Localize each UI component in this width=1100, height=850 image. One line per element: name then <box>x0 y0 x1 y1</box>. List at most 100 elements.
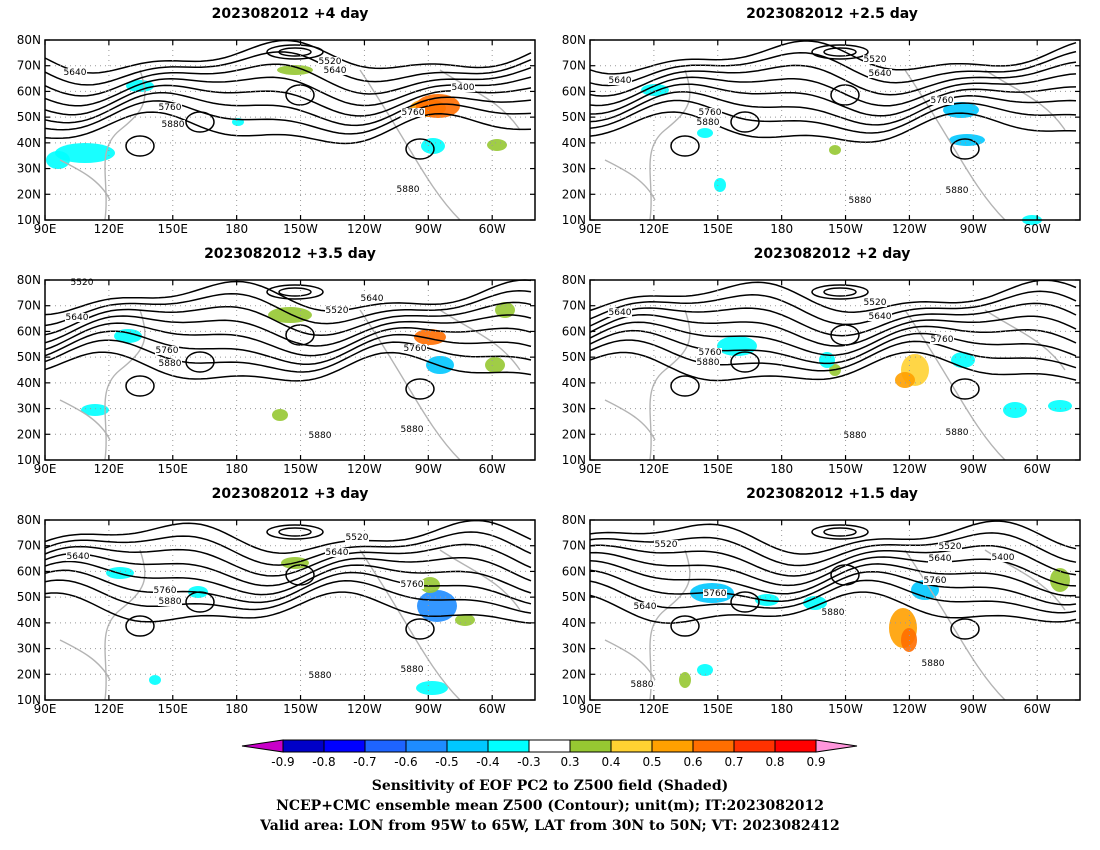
lon-label: 90E <box>34 702 57 716</box>
contour-label-bg <box>161 120 185 129</box>
z500-contour <box>44 339 532 373</box>
lon-label: 180 <box>770 222 793 236</box>
plot-area <box>45 520 535 700</box>
z500-closed-contour <box>285 324 315 346</box>
z500-contour <box>589 279 1077 313</box>
z500-contour <box>589 351 1077 382</box>
z500-contour <box>44 289 532 327</box>
plot-frame <box>589 279 1081 461</box>
lat-label: 20N <box>17 187 41 201</box>
lat-label: 20N <box>562 427 586 441</box>
sensitivity-shading <box>485 357 505 373</box>
contour-label-bg <box>698 348 722 357</box>
contour-label: 5520 <box>319 57 342 67</box>
contour-label: 5880 <box>922 659 945 669</box>
z500-contour <box>589 329 1077 365</box>
contour-label: 5880 <box>844 431 867 441</box>
sensitivity-shading <box>417 590 457 622</box>
contour-label: 5880 <box>849 196 872 206</box>
coastline <box>359 69 461 221</box>
contour-label: 5880 <box>162 120 185 130</box>
contour-label: 5520 <box>864 55 887 65</box>
contour-label: 5400 <box>992 553 1015 563</box>
colorbar-label: 0.7 <box>724 755 743 769</box>
plot-frame <box>589 39 1081 221</box>
lon-label: 150E <box>158 222 189 236</box>
contour-label: 5640 <box>929 554 952 564</box>
lon-label: 150E <box>703 222 734 236</box>
map-panel-3: 5640552056405760588057605880588080N70N60… <box>562 273 1081 476</box>
z500-closed-contour <box>950 138 980 160</box>
contour-label: 5880 <box>631 680 654 690</box>
panel-title-2: 2023082012 +3.5 day <box>204 246 376 262</box>
contour-label: 5880 <box>697 358 720 368</box>
colorbar-label: 0.3 <box>560 755 579 769</box>
sensitivity-shading <box>81 404 109 416</box>
lat-label: 30N <box>17 402 41 416</box>
z500-low-contour <box>823 287 857 297</box>
lon-label: 60W <box>1024 222 1051 236</box>
contour-label: 5880 <box>309 431 332 441</box>
caption-line-3: Valid area: LON from 95W to 65W, LAT fro… <box>260 818 840 834</box>
lon-label: 60W <box>479 462 506 476</box>
contour-label: 5640 <box>609 308 632 318</box>
contour-label: 5640 <box>609 76 632 86</box>
plot-frame <box>589 519 1081 701</box>
lat-label: 60N <box>562 324 586 338</box>
z500-contour <box>44 569 532 605</box>
coastline <box>104 309 146 461</box>
contour-label: 5760 <box>931 96 954 106</box>
lon-label: 150W <box>283 462 318 476</box>
contour-label-bg <box>654 540 678 549</box>
lat-label: 10N <box>562 693 586 707</box>
z500-closed-contour <box>285 84 315 106</box>
z500-closed-contour <box>405 618 435 640</box>
contour-label: 5520 <box>655 540 678 550</box>
colorbar-box <box>446 739 489 753</box>
z500-contour <box>44 531 532 566</box>
z500-contour <box>589 313 1077 347</box>
z500-closed-contour <box>730 351 760 373</box>
z500-closed-contour <box>185 111 215 133</box>
lon-label: 120E <box>94 702 125 716</box>
figure-caption: Sensitivity of EOF PC2 to Z500 field (Sh… <box>0 776 1100 836</box>
lon-label: 180 <box>770 702 793 716</box>
sensitivity-shading <box>679 672 691 688</box>
contour-label-bg <box>70 278 94 287</box>
sensitivity-shading <box>1050 568 1070 592</box>
lat-label: 80N <box>562 513 586 527</box>
contour-label-bg <box>945 186 969 195</box>
contour-label: 5400 <box>452 83 475 93</box>
lat-label: 60N <box>17 564 41 578</box>
lon-label: 150E <box>703 702 734 716</box>
contour-label-bg <box>153 586 177 595</box>
contour-label: 5520 <box>71 278 94 288</box>
colorbar-box <box>528 739 571 753</box>
lon-label: 120W <box>892 222 927 236</box>
colorbar-label: 0.6 <box>683 755 702 769</box>
coastline <box>59 399 111 441</box>
contour-label-bg <box>848 196 872 205</box>
contour-label-bg <box>308 671 332 680</box>
lat-label: 70N <box>562 539 586 553</box>
contour-label-bg <box>403 344 427 353</box>
colorbar-label: -0.4 <box>476 755 499 769</box>
contour-label: 5880 <box>397 185 420 195</box>
contour-label-bg <box>930 96 954 105</box>
lon-label: 120W <box>892 462 927 476</box>
lon-label: 90W <box>415 462 442 476</box>
map-panel-5: 5520 5520 5640 5400 5640 5760 5880 5760 5880 5880… <box>562 513 1081 716</box>
z500-closed-contour <box>950 378 980 400</box>
coastline <box>104 549 146 701</box>
sensitivity-shading <box>416 681 448 695</box>
z500-closed-contour <box>125 135 155 157</box>
z500-contour <box>589 339 1077 372</box>
lon-label: 120E <box>639 222 670 236</box>
contour-label: 5760 <box>931 335 954 345</box>
lon-label: 180 <box>225 222 248 236</box>
lat-label: 30N <box>562 162 586 176</box>
z500-contour <box>589 302 1077 337</box>
contour-label: 5520 <box>326 306 349 316</box>
contour-label-bg <box>863 298 887 307</box>
lat-label: 80N <box>562 33 586 47</box>
